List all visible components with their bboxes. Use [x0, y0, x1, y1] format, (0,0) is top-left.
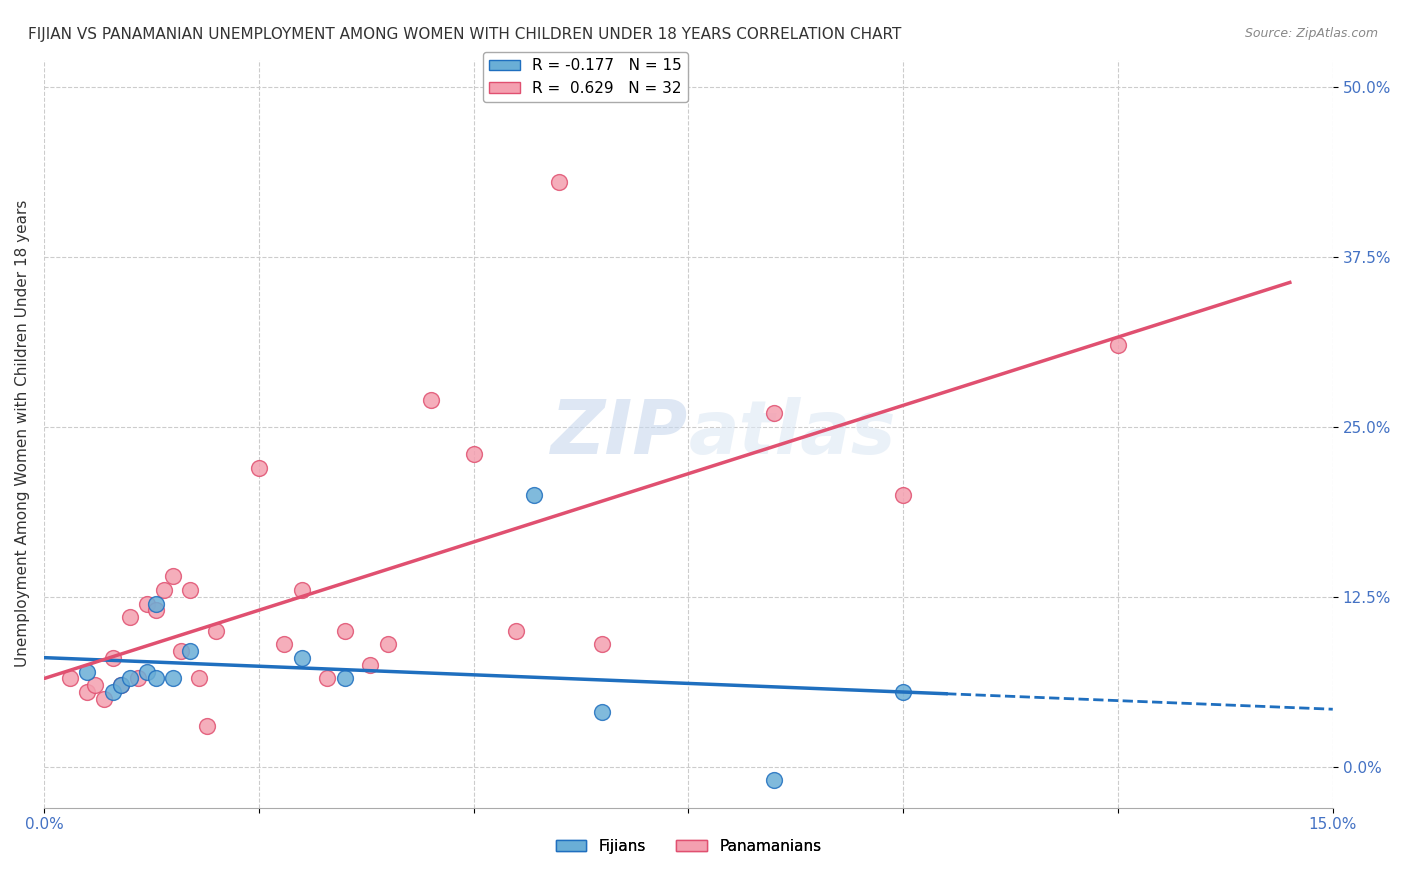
Point [179, 582, 201, 597]
Text: Source: ZipAtlas.com: Source: ZipAtlas.com [1244, 27, 1378, 40]
Y-axis label: Unemployment Among Women with Children Under 18 years: Unemployment Among Women with Children U… [15, 200, 30, 667]
Point [763, 773, 786, 788]
Point [84, 678, 107, 692]
Point [591, 706, 613, 720]
Point [162, 569, 184, 583]
Point [179, 644, 201, 658]
Point [291, 651, 314, 665]
Point [101, 651, 124, 665]
Point [136, 597, 159, 611]
Point [145, 672, 167, 686]
Point [187, 672, 209, 686]
Point [548, 175, 571, 189]
Text: FIJIAN VS PANAMANIAN UNEMPLOYMENT AMONG WOMEN WITH CHILDREN UNDER 18 YEARS CORRE: FIJIAN VS PANAMANIAN UNEMPLOYMENT AMONG … [28, 27, 901, 42]
Point [162, 672, 184, 686]
Point [333, 624, 356, 638]
Point [76, 665, 98, 679]
Text: ZIP: ZIP [551, 397, 689, 470]
Point [291, 582, 314, 597]
Point [359, 657, 381, 672]
Point [101, 685, 124, 699]
Point [891, 488, 914, 502]
Point [273, 637, 295, 651]
Point [195, 719, 218, 733]
Point [153, 582, 176, 597]
Point [377, 637, 399, 651]
Point [76, 685, 98, 699]
Point [247, 460, 270, 475]
Point [204, 624, 226, 638]
Point [145, 597, 167, 611]
Point [170, 644, 193, 658]
Point [110, 678, 132, 692]
Point [316, 672, 339, 686]
Point [763, 406, 786, 420]
Point [93, 691, 115, 706]
Point [333, 672, 356, 686]
Point [118, 610, 141, 624]
Point [59, 672, 82, 686]
Point [591, 637, 613, 651]
Point [891, 685, 914, 699]
Point [145, 603, 167, 617]
Point [523, 488, 546, 502]
Text: atlas: atlas [689, 397, 896, 470]
Point [505, 624, 527, 638]
Point [419, 392, 441, 407]
Legend: Fijians, Panamanians: Fijians, Panamanians [550, 832, 827, 860]
Point [110, 678, 132, 692]
Point [118, 672, 141, 686]
Point [463, 447, 485, 461]
Point [1107, 338, 1129, 352]
Point [127, 672, 149, 686]
Point [136, 665, 159, 679]
